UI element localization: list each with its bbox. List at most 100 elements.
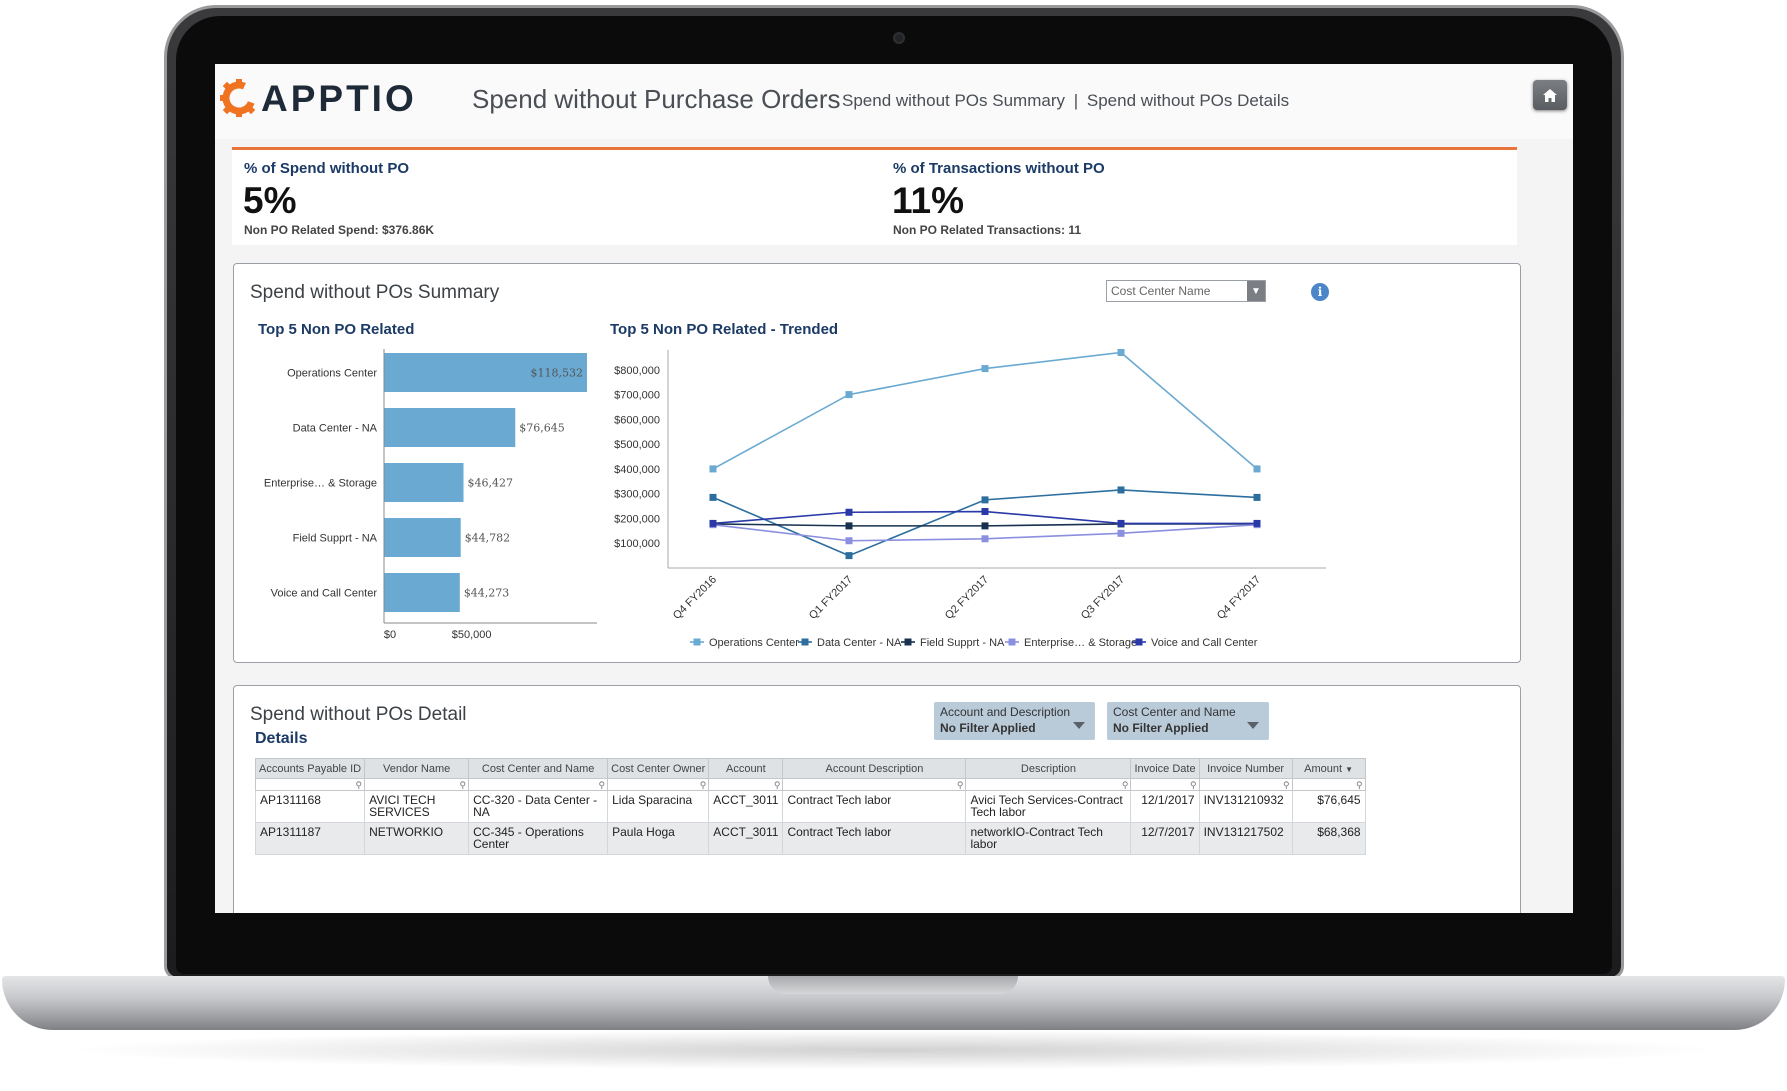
table-cell: INV131210932 — [1198, 790, 1293, 823]
data-label: $46,427 — [468, 477, 514, 490]
table-cell: $68,368 — [1291, 822, 1366, 855]
search-icon[interactable]: ⚲ — [1130, 778, 1200, 791]
apptio-logo[interactable]: APPTIO — [219, 76, 429, 120]
app-header: APPTIO Spend without Purchase Orders Spe… — [215, 64, 1573, 139]
account-filter[interactable]: Account and Description No Filter Applie… — [934, 702, 1095, 740]
series-point — [709, 493, 717, 501]
column-header[interactable]: Cost Center and Name — [468, 758, 609, 779]
series-point — [1117, 486, 1125, 494]
data-label: $76,645 — [519, 422, 565, 435]
search-icon[interactable]: ⚲ — [1198, 778, 1293, 791]
nav-link-summary[interactable]: Spend without POs Summary — [842, 91, 1065, 110]
search-icon[interactable]: ⚲ — [708, 778, 784, 791]
search-icon[interactable]: ⚲ — [1291, 778, 1366, 791]
column-header-amount[interactable]: Amount ▼ — [1291, 758, 1366, 779]
bar — [384, 463, 464, 502]
column-header[interactable]: Invoice Date — [1130, 758, 1200, 779]
series-point — [1253, 519, 1261, 527]
legend-label: Data Center - NA — [817, 637, 902, 649]
column-header[interactable]: Account — [708, 758, 784, 779]
series-point — [845, 508, 853, 516]
table-row[interactable]: AP1311187 NETWORKIO CC-345 - Operations … — [254, 822, 1366, 855]
detail-title: Spend without POs Detail — [250, 704, 467, 725]
kpi-value: 5% — [243, 180, 297, 221]
table-cell: Contract Tech labor — [782, 822, 967, 855]
x-tick-label: Q1 FY2017 — [807, 574, 855, 622]
x-tick-label: Q3 FY2017 — [1079, 574, 1127, 622]
legend-marker — [693, 638, 701, 646]
filter-label: Cost Center and Name — [1113, 705, 1236, 719]
home-icon — [1543, 88, 1557, 102]
table-cell: AP1311187 — [254, 822, 366, 855]
chevron-down-icon — [1247, 722, 1259, 729]
series-point — [1253, 465, 1261, 473]
category-label: Enterprise… & Storage — [264, 478, 377, 490]
bar — [384, 518, 461, 557]
column-header[interactable]: Cost Center Owner — [607, 758, 710, 779]
series-point — [981, 496, 989, 504]
page-title: Spend without Purchase Orders — [472, 84, 841, 114]
series-point — [1117, 348, 1125, 356]
legend-label: Enterprise… & Storage — [1024, 637, 1137, 649]
column-header[interactable]: Account Description — [782, 758, 967, 779]
search-icon[interactable]: ⚲ — [254, 778, 366, 791]
kpi-card-transactions: % of Transactions without PO 11% Non PO … — [881, 147, 1517, 245]
nav-link-details[interactable]: Spend without POs Details — [1086, 91, 1290, 110]
laptop-shadow — [60, 1030, 1727, 1070]
search-icon[interactable]: ⚲ — [782, 778, 967, 791]
search-icon[interactable]: ⚲ — [468, 778, 609, 791]
table-cell: 12/7/2017 — [1130, 822, 1200, 855]
cost-center-select[interactable]: Cost Center Name ▼ — [1106, 280, 1266, 302]
table-cell: NETWORKIO — [364, 822, 470, 855]
series-point — [1117, 529, 1125, 537]
y-tick-label: $600,000 — [614, 414, 660, 426]
x-tick-label: Q4 FY2017 — [1215, 574, 1263, 622]
bar — [384, 353, 587, 392]
column-header[interactable]: Invoice Number — [1198, 758, 1293, 779]
series-point — [981, 522, 989, 530]
search-icon[interactable]: ⚲ — [364, 778, 470, 791]
series-point — [845, 552, 853, 560]
table-cell: Avici Tech Services-Contract Tech labor — [965, 790, 1132, 823]
table-cell: Paula Hoga — [607, 822, 710, 855]
column-header[interactable]: Vendor Name — [364, 758, 470, 779]
column-header-label: Amount — [1304, 762, 1343, 775]
info-icon[interactable]: i — [1311, 283, 1329, 301]
y-tick-label: $200,000 — [614, 513, 660, 525]
legend-marker — [1008, 638, 1016, 646]
home-button[interactable] — [1533, 80, 1567, 110]
logo-text: APPTIO — [261, 78, 417, 119]
kpi-card-spend: % of Spend without PO 5% Non PO Related … — [232, 147, 885, 245]
table-cell: ACCT_3011 — [708, 822, 784, 855]
details-table: Accounts Payable ID Vendor Name Cost Cen… — [254, 758, 1366, 855]
kpi-title: % of Spend without PO — [244, 160, 409, 177]
table-cell: Lida Sparacina — [607, 790, 710, 823]
app-screen: APPTIO Spend without Purchase Orders Spe… — [215, 64, 1573, 913]
series-point — [981, 365, 989, 373]
legend-marker — [904, 638, 912, 646]
cost-center-filter[interactable]: Cost Center and Name No Filter Applied — [1107, 702, 1269, 740]
y-tick-label: $400,000 — [614, 464, 660, 476]
line-chart-title: Top 5 Non PO Related - Trended — [610, 321, 839, 338]
data-label: $118,532 — [531, 367, 584, 380]
series-point — [709, 519, 717, 527]
kpi-value: 11% — [892, 180, 965, 221]
table-row[interactable]: AP1311168 AVICI TECH SERVICES CC-320 - D… — [254, 790, 1366, 823]
column-header[interactable]: Accounts Payable ID — [254, 758, 366, 779]
chevron-down-icon — [1073, 722, 1085, 729]
y-tick-label: $300,000 — [614, 489, 660, 501]
data-label: $44,782 — [465, 532, 511, 545]
series-point — [845, 391, 853, 399]
chevron-down-icon[interactable]: ▼ — [1247, 281, 1265, 301]
y-tick-label: $800,000 — [614, 365, 660, 377]
category-label: Operations Center — [287, 368, 377, 380]
apptio-gear-icon — [220, 79, 256, 117]
nav-separator: | — [1073, 91, 1079, 110]
series-point — [981, 508, 989, 516]
series-point — [709, 465, 717, 473]
column-header[interactable]: Description — [965, 758, 1132, 779]
search-icon[interactable]: ⚲ — [607, 778, 710, 791]
search-icon[interactable]: ⚲ — [965, 778, 1132, 791]
x-tick-label: $50,000 — [452, 629, 492, 641]
series-point — [1117, 519, 1125, 527]
